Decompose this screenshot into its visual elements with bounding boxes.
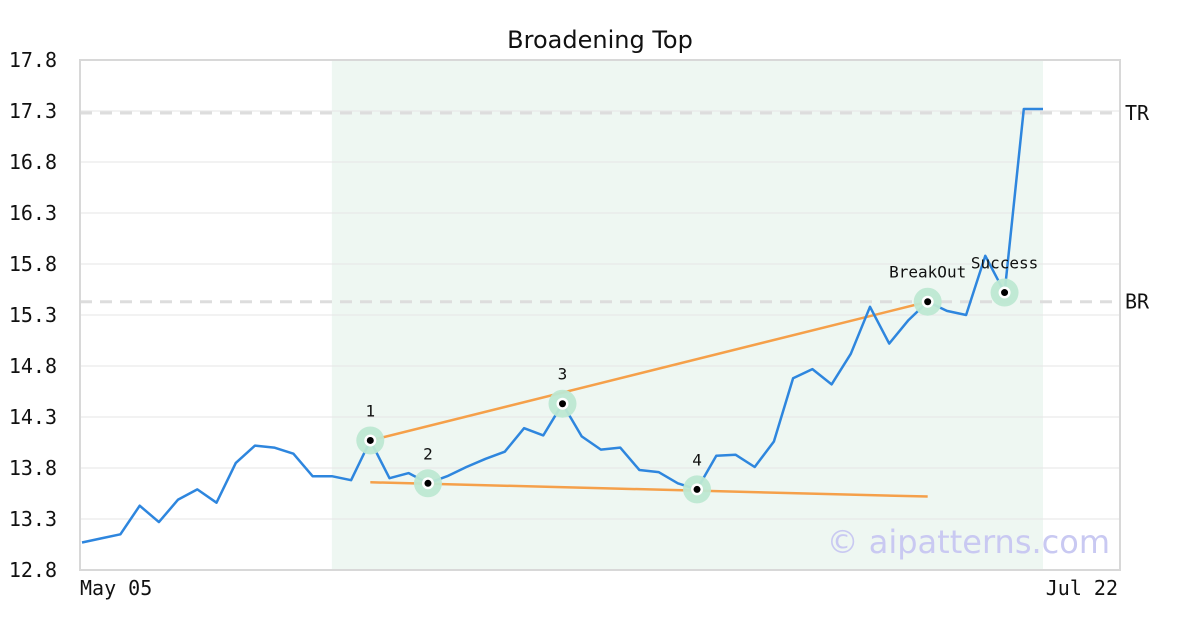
trendline <box>369 300 928 442</box>
marker-dot <box>1001 289 1009 297</box>
marker-label: BreakOut <box>889 263 966 282</box>
marker-label: 1 <box>365 401 375 420</box>
y-tick-label: 17.8 <box>9 48 57 72</box>
watermark: © aipatterns.com <box>827 523 1110 561</box>
marker-dot <box>693 485 701 493</box>
marker-label: 2 <box>423 444 433 463</box>
y-tick-label: 17.3 <box>9 99 57 123</box>
y-tick-label: 15.3 <box>9 303 57 327</box>
marker-label: 3 <box>558 365 568 384</box>
y-tick-label: 16.8 <box>9 150 57 174</box>
marker-label: 4 <box>692 450 702 469</box>
plot-frame <box>79 59 1121 571</box>
y-tick-label: 15.8 <box>9 252 57 276</box>
y-tick-label: 12.8 <box>9 558 57 582</box>
y-tick-label: 14.8 <box>9 354 57 378</box>
x-tick-label: Jul 22 <box>1046 576 1118 600</box>
y-tick-label: 14.3 <box>9 405 57 429</box>
trendline <box>370 481 928 498</box>
chart-title: Broadening Top <box>507 26 693 54</box>
y-tick-label: 13.8 <box>9 456 57 480</box>
marker-dot <box>424 479 432 487</box>
marker-dot <box>366 436 374 444</box>
marker-dot <box>559 400 566 408</box>
y-tick-label: 13.3 <box>9 507 57 531</box>
reference-label-tr: TR <box>1125 101 1150 125</box>
marker-label: Success <box>971 254 1038 273</box>
x-tick-label: May 05 <box>80 576 152 600</box>
reference-label-br: BR <box>1125 290 1150 314</box>
y-tick-label: 16.3 <box>9 201 57 225</box>
marker-dot <box>924 298 932 306</box>
